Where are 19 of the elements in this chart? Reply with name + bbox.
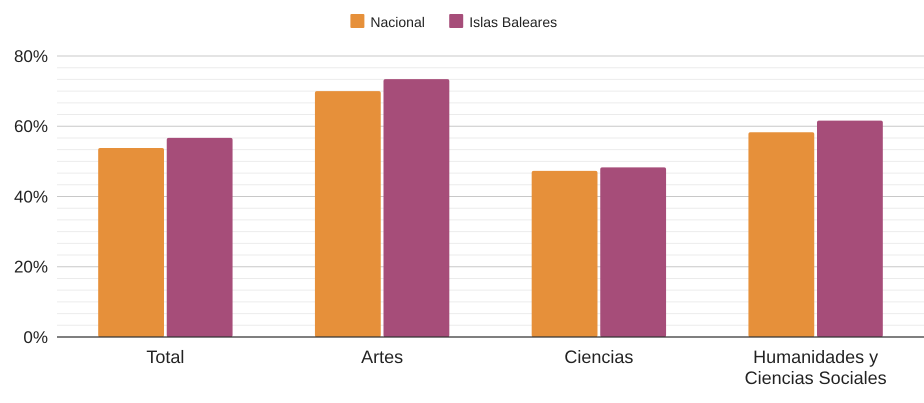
bar	[383, 79, 450, 337]
y-tick-label: 60%	[14, 117, 48, 136]
x-tick-label: Total	[146, 347, 184, 367]
y-tick-label: 20%	[14, 258, 48, 277]
y-tick-label: 80%	[14, 46, 48, 66]
y-tick-label: 40%	[14, 187, 48, 206]
bar	[816, 120, 883, 337]
bar	[748, 132, 814, 337]
bar	[314, 91, 381, 337]
legend-label: Nacional	[370, 14, 425, 30]
x-tick-label: Artes	[361, 347, 404, 367]
x-tick-label: Ciencias	[564, 347, 634, 367]
legend-label: Islas Baleares	[469, 14, 558, 30]
bar	[98, 148, 164, 337]
x-tick-label: Humanidades y Ciencias Sociales	[744, 347, 887, 388]
bar	[600, 167, 666, 337]
bar	[166, 138, 233, 337]
y-tick-label: 0%	[23, 328, 48, 347]
bar	[532, 170, 598, 337]
